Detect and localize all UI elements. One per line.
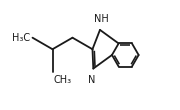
Text: N: N: [88, 75, 96, 85]
Text: NH: NH: [94, 14, 109, 24]
Text: H₃C: H₃C: [12, 33, 30, 43]
Text: CH₃: CH₃: [54, 75, 72, 85]
